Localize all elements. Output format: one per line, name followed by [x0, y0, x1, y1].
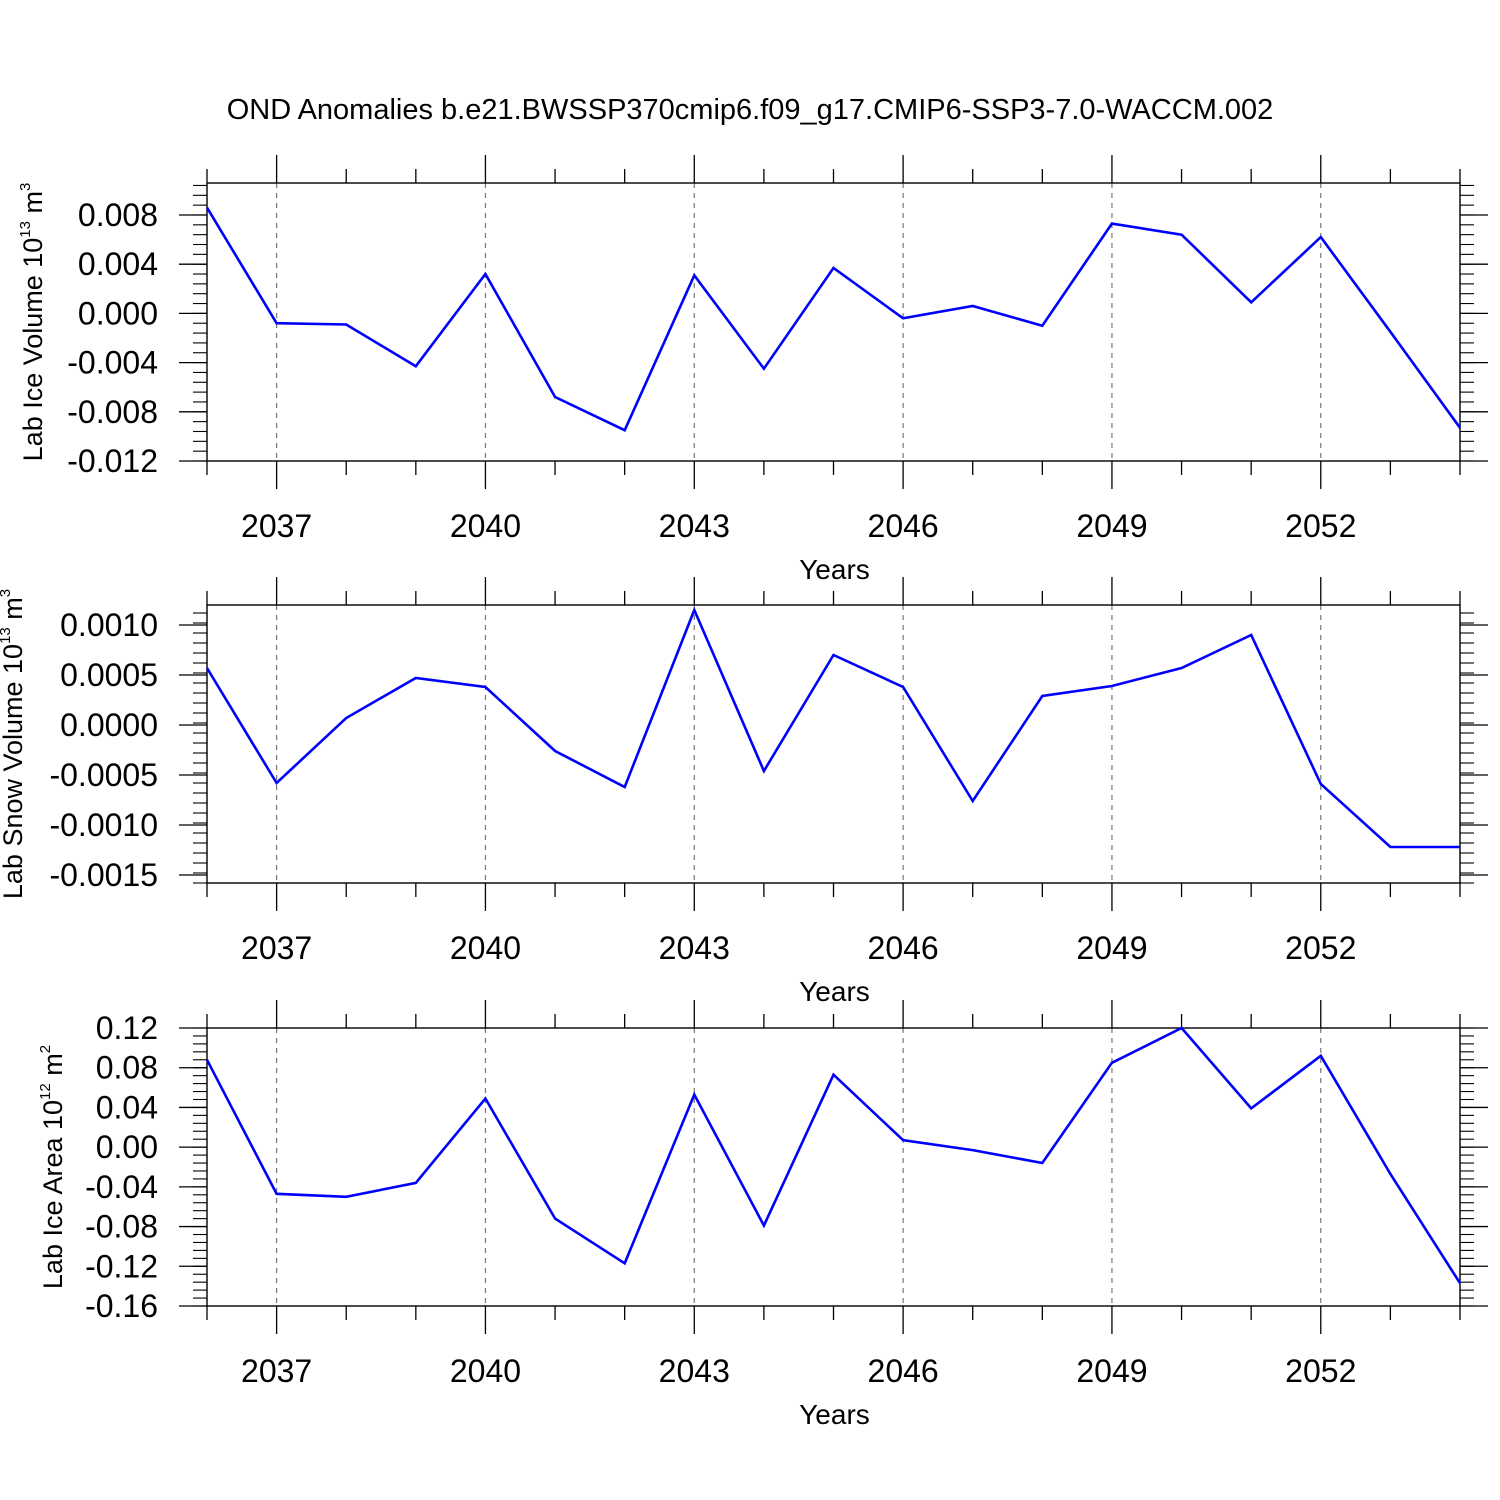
x-tick-label: 2040 — [450, 508, 521, 544]
x-tick-label: 2046 — [868, 1353, 939, 1389]
panel-1: 2037 2040 2043 2046 2049 2052 Years -0.012 -0.00… — [17, 155, 1488, 585]
x-tick-label: 2049 — [1076, 508, 1147, 544]
x-tick-label: 2049 — [1076, 930, 1147, 966]
y-tick-label: 0.12 — [96, 1010, 158, 1046]
y-tick-label: -0.008 — [67, 394, 158, 430]
x-tick-label: 2052 — [1285, 930, 1356, 966]
y-tick-label: 0.0000 — [60, 707, 158, 743]
y-tick-label: -0.16 — [85, 1288, 158, 1324]
y-tick-label: -0.08 — [85, 1209, 158, 1245]
x-tick-label: 2052 — [1285, 508, 1356, 544]
y-tick-label: -0.004 — [67, 345, 158, 381]
x-tick-label: 2037 — [241, 930, 312, 966]
y-tick-label: 0.0010 — [60, 607, 158, 643]
y-tick-label: 0.000 — [78, 295, 158, 331]
x-tick-label: 2037 — [241, 1353, 312, 1389]
panel-3: 2037 2040 2043 2046 2049 2052Years-0.16-0.12-… — [37, 1000, 1488, 1430]
x-axis-label: Years — [799, 554, 870, 585]
y-tick-label: 0.00 — [96, 1129, 158, 1165]
series-line — [205, 606, 1460, 849]
y-axis-label: Lab Snow Volume 1013 m3 — [0, 589, 28, 899]
y-tick-label: -0.0010 — [49, 807, 158, 843]
x-tick-label: 2046 — [868, 508, 939, 544]
y-tick-label: -0.012 — [67, 443, 158, 479]
x-tick-label: 2040 — [450, 930, 521, 966]
figure-title: OND Anomalies b.e21.BWSSP370cmip6.f09_g1… — [227, 94, 1274, 126]
x-tick-label: 2043 — [659, 1353, 730, 1389]
x-axis-label: Years — [799, 976, 870, 1007]
y-tick-label: 0.04 — [96, 1089, 158, 1125]
panel-2: 2037 2040 2043 2046 2049 2052 Years -0.0015 -0.0… — [0, 577, 1488, 1007]
y-tick-label: -0.04 — [85, 1169, 158, 1205]
series-line — [205, 1026, 1462, 1284]
x-tick-label: 2046 — [868, 930, 939, 966]
x-tick-label: 2043 — [659, 508, 730, 544]
y-tick-label: -0.0005 — [49, 757, 158, 793]
x-tick-label: 2043 — [659, 930, 730, 966]
x-tick-label: 2037 — [241, 508, 312, 544]
y-tick-label: 0.004 — [78, 246, 158, 282]
x-tick-label: 2040 — [450, 1353, 521, 1389]
y-tick-label: 0.008 — [78, 197, 158, 233]
y-tick-label: 0.0005 — [60, 657, 158, 693]
y-tick-label: -0.12 — [85, 1248, 158, 1284]
y-axis-label: Lab Ice Volume 1013 m3 — [17, 183, 48, 462]
x-tick-label: 2049 — [1076, 1353, 1147, 1389]
y-axis-label: Lab Ice Area 1012 m2 — [37, 1045, 68, 1289]
y-tick-label: -0.0015 — [49, 857, 158, 893]
series-line — [205, 206, 1462, 432]
x-tick-label: 2052 — [1285, 1353, 1356, 1389]
x-axis-label: Years — [799, 1399, 870, 1430]
y-tick-label: 0.08 — [96, 1050, 158, 1086]
